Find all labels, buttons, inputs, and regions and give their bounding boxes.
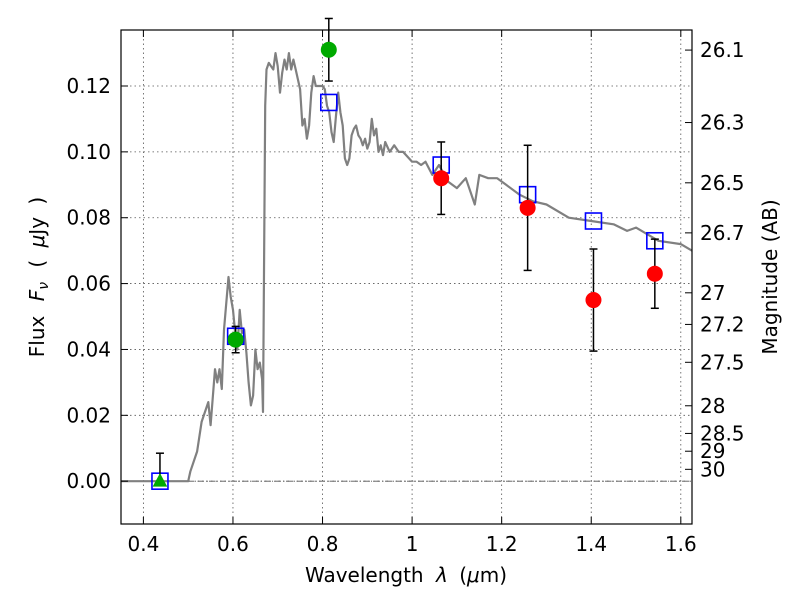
magnitude-tick-label: 26.3	[700, 111, 745, 135]
model-spectrum-line	[121, 52, 693, 483]
observed-flux-red-point	[646, 265, 663, 282]
x-tick-label: 1	[406, 532, 419, 556]
x-tick-label: 0.8	[307, 532, 339, 556]
y-axis-label-unit: Jy	[25, 217, 49, 237]
y-tick-label: 0.02	[66, 403, 111, 427]
y-axis-label-close-paren: )	[25, 197, 49, 205]
y-axis-label-symbol: F	[25, 289, 49, 301]
x-axis-label-word: Wavelength	[305, 563, 424, 587]
y-tick-label: 0.12	[66, 74, 111, 98]
x-axis-label: Wavelength λ (μm)	[305, 563, 507, 587]
magnitude-tick-label: 27.2	[700, 312, 745, 336]
x-tick-label: 1.2	[486, 532, 518, 556]
x-axis-label-mu: μ	[466, 563, 480, 587]
grid	[121, 30, 692, 524]
observed-flux-red-point	[585, 292, 602, 309]
x-tick-label: 0.4	[127, 532, 159, 556]
y-tick-label: 0.06	[66, 272, 111, 296]
upper-limit-triangle	[152, 473, 168, 487]
y-tick-label: 0.08	[66, 206, 111, 230]
magnitude-tick-label: 26.1	[700, 38, 745, 62]
magnitude-tick-label: 27.5	[700, 350, 745, 374]
plot-frame	[120, 29, 693, 525]
y-axis-label-open-paren: (	[25, 260, 49, 268]
magnitude-tick-label: 29	[700, 439, 725, 463]
observed-flux-red-point	[519, 199, 536, 216]
observed-flux-green-point	[320, 41, 337, 58]
plot-area	[121, 17, 693, 490]
x-axis: 0.4 0.6 0.8 1 1.2 1.4 1.6	[127, 30, 697, 556]
x-axis-label-symbol: λ	[435, 563, 448, 587]
magnitude-tick-label: 27	[700, 281, 725, 305]
x-tick-label: 1.4	[575, 532, 607, 556]
y-axis-label-word: Flux	[25, 315, 49, 357]
x-tick-label: 1.6	[665, 532, 697, 556]
y-axis-label-mu: μ	[25, 235, 49, 249]
observed-flux-red-point	[433, 170, 450, 187]
magnitude-tick-label: 26.7	[700, 221, 745, 245]
magnitude-tick-label: 28.5	[700, 421, 745, 445]
model-band-flux-marker	[584, 212, 603, 230]
y-tick-label: 0.10	[66, 140, 111, 164]
x-axis-label-unit: m)	[480, 563, 507, 587]
magnitude-axis-label: Magnitude (AB)	[758, 199, 782, 354]
observed-flux-green-point	[227, 331, 244, 348]
y-tick-label: 0.04	[66, 337, 111, 361]
y-tick-label: 0.00	[66, 469, 111, 493]
x-axis-label-open-paren: (	[459, 563, 467, 587]
y-axis-label: Flux Fν ( μJy )	[25, 197, 53, 357]
y-axis-label-subscript: ν	[36, 282, 52, 290]
x-tick-label: 0.6	[217, 532, 249, 556]
magnitude-tick-label: 28	[700, 394, 725, 418]
y-axis: 0.00 0.02 0.04 0.06 0.08 0.10 0.12	[66, 74, 128, 493]
magnitude-tick-label: 26.5	[700, 171, 745, 195]
magnitude-tick-label: 30	[700, 457, 725, 481]
model-band-flux-marker	[319, 93, 338, 112]
